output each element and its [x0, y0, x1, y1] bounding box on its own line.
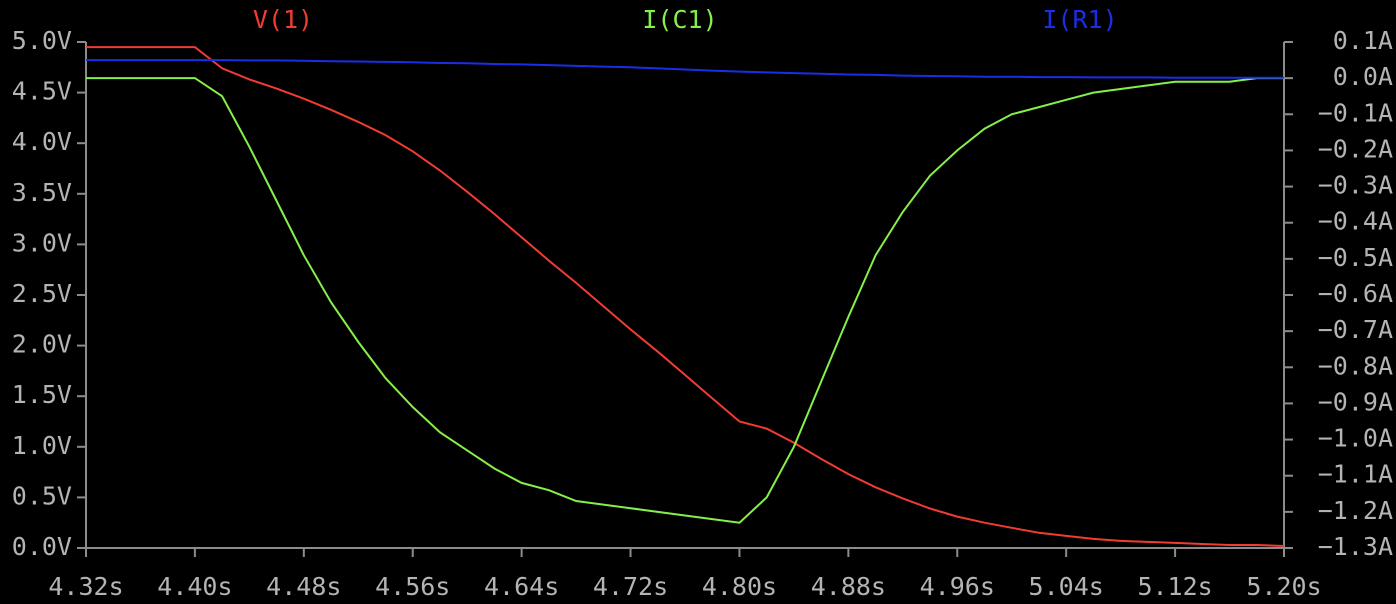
y2-tick-label: −0.9A — [1318, 387, 1393, 416]
y2-tick-label: −0.8A — [1318, 351, 1393, 380]
x-tick-label: 5.04s — [1029, 572, 1104, 601]
y2-tick-label: −1.3A — [1318, 532, 1393, 561]
legend-label: I(C1) — [642, 5, 717, 34]
x-tick-label: 4.72s — [593, 572, 668, 601]
y-tick-label: 3.0V — [12, 228, 72, 257]
y2-tick-label: −0.1A — [1318, 98, 1393, 127]
y-tick-label: 0.0V — [12, 532, 72, 561]
y-tick-label: 4.0V — [12, 127, 72, 156]
y2-tick-label: 0.0A — [1333, 62, 1393, 91]
legend-label: V(1) — [253, 5, 313, 34]
y-tick-label: 2.0V — [12, 330, 72, 359]
x-tick-label: 5.12s — [1137, 572, 1212, 601]
y-tick-label: 1.0V — [12, 431, 72, 460]
x-tick-label: 5.20s — [1246, 572, 1321, 601]
legend-label: I(R1) — [1042, 5, 1117, 34]
y-tick-label: 0.5V — [12, 481, 72, 510]
y2-tick-label: −0.5A — [1318, 243, 1393, 272]
y2-tick-label: −1.1A — [1318, 460, 1393, 489]
y-tick-label: 3.5V — [12, 178, 72, 207]
y-tick-label: 5.0V — [12, 26, 72, 55]
series-line — [86, 46, 1285, 547]
x-tick-label: 4.40s — [157, 572, 232, 601]
y2-tick-label: −0.7A — [1318, 315, 1393, 344]
x-tick-label: 4.96s — [920, 572, 995, 601]
y-tick-label: 4.5V — [12, 77, 72, 106]
x-tick-label: 4.88s — [811, 572, 886, 601]
series-line — [86, 59, 1284, 79]
x-tick-label: 4.64s — [484, 572, 559, 601]
y2-tick-label: −0.3A — [1318, 171, 1393, 200]
y2-tick-label: −0.2A — [1318, 134, 1393, 163]
y-tick-label: 1.5V — [12, 380, 72, 409]
x-tick-label: 4.80s — [702, 572, 777, 601]
y2-tick-label: −1.0A — [1318, 424, 1393, 453]
y-tick-label: 2.5V — [12, 279, 72, 308]
x-tick-label: 4.32s — [48, 572, 123, 601]
x-tick-label: 4.56s — [375, 572, 450, 601]
series-line — [86, 77, 1284, 524]
x-tick-label: 4.48s — [266, 572, 341, 601]
y2-tick-label: 0.1A — [1333, 26, 1393, 55]
y2-tick-label: −0.4A — [1318, 207, 1393, 236]
y2-tick-label: −1.2A — [1318, 496, 1393, 525]
y2-tick-label: −0.6A — [1318, 279, 1393, 308]
